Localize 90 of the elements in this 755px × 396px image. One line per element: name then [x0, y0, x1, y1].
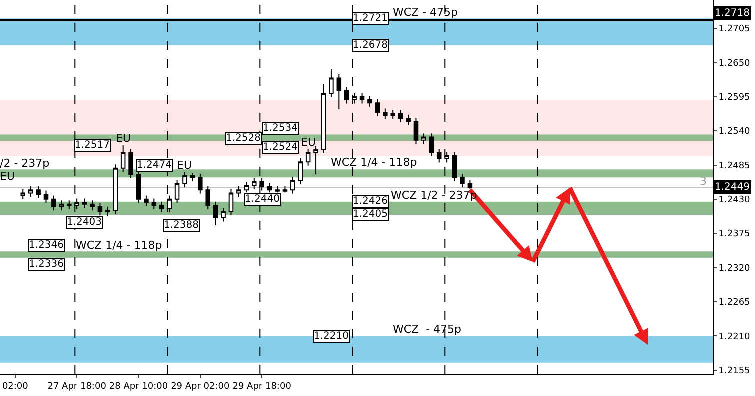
candlestick: [429, 133, 434, 158]
candlestick: [329, 68, 334, 98]
candlestick: [298, 158, 303, 186]
candlestick: [468, 180, 473, 190]
annotation: WCZ 1/4 - 118p: [76, 239, 162, 252]
annotation: 1.2403: [67, 217, 102, 228]
candlestick: [82, 198, 88, 209]
candlestick: [159, 201, 164, 213]
annotation: 1.2517: [75, 140, 110, 151]
y-tick-label: 1.2210: [718, 332, 751, 342]
candlestick: [152, 198, 157, 210]
annotation: 1.2524: [263, 142, 298, 153]
y-tick-label: 1.2265: [718, 298, 750, 308]
annotation: 1.2426: [353, 196, 388, 207]
candlestick: [383, 108, 388, 120]
candlestick: [144, 195, 149, 207]
y-tick-label: 1.2595: [718, 93, 750, 104]
candlestick: [174, 180, 180, 204]
candlestick: [20, 188, 26, 200]
candlestick: [66, 200, 72, 210]
x-tick-label: 29 Apr 02:00: [171, 382, 230, 392]
candlestick: [360, 92, 365, 104]
annotation: 3: [700, 175, 707, 188]
annotation: 1.2388: [164, 220, 199, 231]
candlestick: [252, 178, 257, 190]
candlestick: [198, 173, 203, 194]
annotation: 1.2528: [226, 133, 261, 144]
candlestick: [422, 133, 426, 145]
candlestick: [59, 200, 64, 212]
annotation: 1.2534: [263, 123, 298, 134]
ref-line-label: 1.2449: [715, 182, 750, 193]
annotation: /2 - 237p: [0, 157, 50, 170]
y-tick-label: 1.2485: [718, 161, 750, 172]
candlestick: [221, 208, 226, 222]
candlestick: [314, 146, 318, 176]
candlestick: [344, 86, 350, 104]
candlestick: [452, 152, 458, 182]
annotation: EU: [301, 136, 316, 149]
candlestick: [213, 201, 218, 226]
y-tick-label: 1.2320: [718, 264, 751, 274]
candlestick: [36, 186, 41, 199]
candlestick: [52, 195, 56, 212]
candlestick: [414, 118, 419, 145]
candlestick: [336, 74, 342, 110]
annotation: WCZ - 475p: [393, 323, 462, 336]
annotation: 1.2210: [314, 331, 349, 342]
candlestick: [398, 109, 404, 123]
candlestick: [206, 186, 211, 210]
candlestick: [236, 186, 242, 198]
annotation: 1.2405: [353, 209, 388, 220]
candlestick: [306, 148, 311, 166]
annotation: WCZ - 475p: [393, 6, 458, 19]
candlestick: [113, 164, 118, 215]
x-tick-label: 28 Apr 10:00: [109, 382, 168, 392]
candlestick: [28, 186, 34, 198]
annotation: 1.2346: [29, 240, 64, 251]
candlestick: [436, 148, 442, 164]
candlestick: [390, 109, 396, 120]
candlestick: [106, 206, 110, 217]
candlestick: [460, 173, 465, 188]
candlestick: [182, 172, 188, 188]
candlestick: [120, 144, 126, 173]
candlestick: [90, 200, 95, 212]
annotation: WCZ 1/4 - 118p: [331, 156, 418, 169]
candlestick: [44, 190, 49, 204]
candlestick: [128, 148, 134, 179]
candlestick: [228, 188, 234, 216]
annotation: 1.2440: [245, 194, 280, 205]
annotation: EU: [177, 159, 192, 172]
x-tick-label: 02:00: [2, 382, 29, 392]
y-tick-label: 1.2155: [718, 366, 750, 376]
candlestick: [290, 176, 296, 194]
candlestick: [406, 114, 411, 126]
candlestick: [368, 96, 372, 108]
annotation: 1.2721: [353, 13, 388, 24]
y-tick-label: 1.2540: [718, 127, 751, 138]
y-tick-label: 1.2650: [718, 58, 751, 69]
annotation: 1.2336: [29, 259, 64, 270]
candlestick: [190, 172, 196, 182]
x-tick-label: 29 Apr 18:00: [232, 382, 292, 392]
y-tick-label: 1.2430: [718, 196, 751, 206]
annotation: 1.2474: [137, 160, 172, 171]
y-tick-label: 1.2375: [718, 230, 750, 240]
annotation: 1.2678: [353, 40, 388, 51]
candlestick: [282, 186, 288, 194]
candlestick: [375, 98, 380, 117]
y-tick-label: 1.2705: [718, 24, 750, 35]
ref-line-label: 1.2718: [715, 8, 750, 19]
candlestick: [321, 84, 326, 154]
x-tick-label: 27 Apr 18:00: [48, 382, 107, 392]
